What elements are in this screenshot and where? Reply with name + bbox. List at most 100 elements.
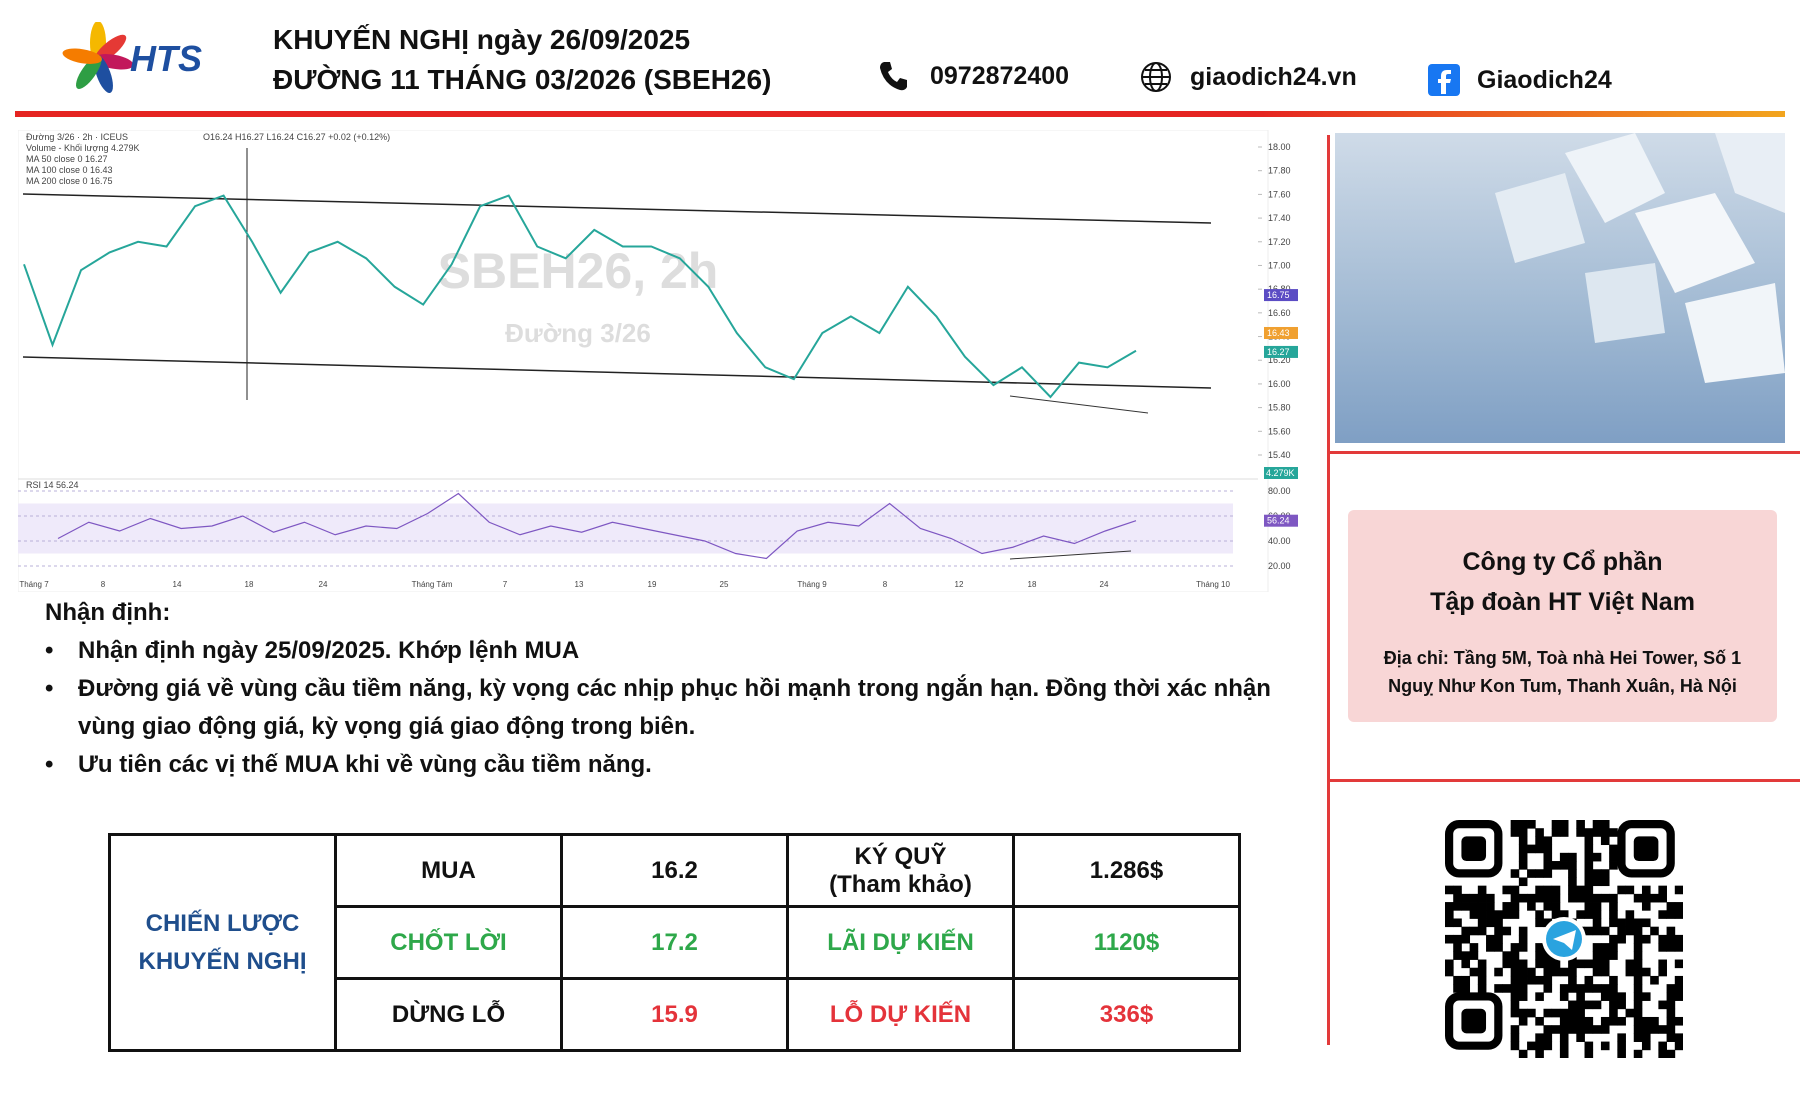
watermark: Đường 3/26 xyxy=(505,318,651,348)
qr-module xyxy=(1518,820,1528,829)
qr-module xyxy=(1609,984,1618,993)
qr-module xyxy=(1592,877,1602,887)
qr-module xyxy=(1518,893,1528,903)
cell: 17.2 xyxy=(560,905,789,980)
qr-module xyxy=(1584,1025,1594,1034)
cell: LÃI DỰ KIẾN xyxy=(786,905,1015,980)
x-tick-label: Tháng 10 xyxy=(1196,580,1230,589)
x-tick-label: 8 xyxy=(101,580,106,589)
qr-module xyxy=(1568,877,1577,887)
qr-module xyxy=(1592,984,1602,993)
qr-module xyxy=(1445,934,1454,944)
qr-module xyxy=(1551,967,1561,977)
qr-module xyxy=(1551,828,1561,837)
qr-module xyxy=(1510,869,1520,878)
qr-finder xyxy=(1445,992,1503,1050)
qr-module xyxy=(1609,1008,1618,1018)
title: KHUYẾN NGHỊ ngày 26/09/2025 xyxy=(273,24,691,55)
qr-module xyxy=(1641,967,1651,977)
qr-module xyxy=(1568,1008,1577,1018)
qr-module xyxy=(1592,869,1602,878)
qr-module xyxy=(1609,844,1618,854)
qr-module xyxy=(1551,902,1561,911)
y-tick-label: 16.00 xyxy=(1268,379,1291,389)
qr-module xyxy=(1461,975,1471,985)
qr-module xyxy=(1535,893,1544,903)
qr-module xyxy=(1609,992,1618,1001)
qr-module xyxy=(1568,852,1577,862)
qr-module xyxy=(1666,926,1676,936)
qr-module xyxy=(1543,951,1553,960)
qr-module xyxy=(1592,910,1602,919)
qr-module xyxy=(1543,852,1553,862)
qr-module xyxy=(1453,951,1462,960)
strategy-label: CHIẾN LƯỢC KHUYẾN NGHỊ xyxy=(108,833,337,1052)
qr-module xyxy=(1633,943,1643,952)
qr-module xyxy=(1445,885,1454,895)
price-tag xyxy=(1264,345,1298,358)
qr-module xyxy=(1674,1041,1683,1051)
qr-module xyxy=(1559,852,1569,862)
qr-module xyxy=(1510,951,1520,960)
qr-module xyxy=(1477,926,1487,936)
qr-module xyxy=(1527,820,1536,829)
qr-module xyxy=(1510,984,1520,993)
qr-module xyxy=(1543,1025,1553,1034)
qr-module xyxy=(1494,926,1503,936)
qr-module xyxy=(1510,820,1520,829)
qr-module xyxy=(1576,1033,1585,1042)
x-tick-label: 24 xyxy=(1100,580,1109,589)
qr-module xyxy=(1477,910,1487,919)
qr-module xyxy=(1592,1000,1602,1010)
price-line xyxy=(23,194,1137,399)
qr-module xyxy=(1576,959,1585,969)
qr-module xyxy=(1510,1008,1520,1018)
qr-module xyxy=(1510,902,1520,911)
qr-module xyxy=(1600,926,1610,936)
x-tick-label: Tháng 9 xyxy=(797,580,827,589)
qr-module xyxy=(1617,992,1626,1001)
y-tick-label: 18.00 xyxy=(1268,142,1291,152)
qr-module xyxy=(1551,910,1561,919)
qr-module xyxy=(1666,1033,1676,1042)
qr-module xyxy=(1633,1025,1643,1034)
qr-module xyxy=(1543,967,1553,977)
qr-module xyxy=(1518,844,1528,854)
x-tick-label: 13 xyxy=(575,580,584,589)
qr-module xyxy=(1527,893,1536,903)
qr-module xyxy=(1469,967,1479,977)
y-tick-label: 17.60 xyxy=(1268,189,1291,199)
qr-module xyxy=(1633,918,1643,928)
qr-module xyxy=(1641,885,1651,895)
qr-module xyxy=(1543,885,1553,895)
qr-module xyxy=(1551,820,1561,829)
qr-module xyxy=(1617,1049,1626,1058)
qr-finder xyxy=(1461,1008,1487,1034)
qr-module xyxy=(1518,975,1528,985)
qr-module xyxy=(1666,902,1676,911)
phone: 0972872400 xyxy=(930,62,1070,90)
qr-module xyxy=(1609,1000,1618,1010)
qr-module xyxy=(1527,967,1536,977)
qr-module xyxy=(1543,1041,1553,1051)
qr-module xyxy=(1453,943,1462,952)
qr-module xyxy=(1584,869,1594,878)
qr-module xyxy=(1666,984,1676,993)
qr-module xyxy=(1568,967,1577,977)
qr-module xyxy=(1527,869,1536,878)
qr-module xyxy=(1510,943,1520,952)
qr-module xyxy=(1559,1016,1569,1026)
qr-module xyxy=(1510,1000,1520,1010)
qr-module xyxy=(1592,926,1602,936)
qr-module xyxy=(1535,959,1544,969)
qr-module xyxy=(1666,910,1676,919)
divider xyxy=(1327,135,1330,1045)
qr-module xyxy=(1477,975,1487,985)
qr-module xyxy=(1486,918,1495,928)
x-tick-label: 19 xyxy=(648,580,657,589)
qr-module xyxy=(1568,975,1577,985)
qr-module xyxy=(1617,918,1626,928)
qr-module xyxy=(1535,828,1544,837)
qr-module xyxy=(1576,893,1585,903)
qr-module xyxy=(1453,893,1462,903)
